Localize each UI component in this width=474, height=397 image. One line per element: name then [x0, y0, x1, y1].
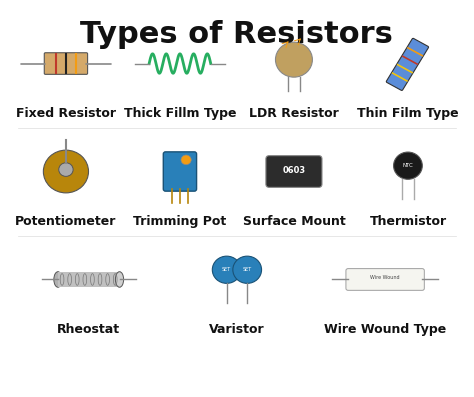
Circle shape [233, 256, 262, 283]
Text: Wire Wound: Wire Wound [370, 275, 400, 280]
Circle shape [59, 163, 73, 176]
Text: Thick Fillm Type: Thick Fillm Type [124, 107, 236, 120]
Text: Rheostat: Rheostat [57, 323, 120, 335]
Ellipse shape [54, 272, 62, 287]
Text: Types of Resistors: Types of Resistors [81, 20, 393, 49]
Text: NTC: NTC [402, 163, 413, 168]
Text: Fixed Resistor: Fixed Resistor [16, 107, 116, 120]
Text: Thermistor: Thermistor [369, 215, 447, 228]
Circle shape [393, 152, 422, 179]
FancyBboxPatch shape [346, 268, 424, 290]
Circle shape [212, 256, 241, 283]
Text: Trimming Pot: Trimming Pot [133, 215, 227, 228]
Circle shape [43, 150, 89, 193]
Circle shape [181, 155, 191, 165]
Text: Potentiometer: Potentiometer [15, 215, 117, 228]
FancyBboxPatch shape [44, 53, 88, 74]
Text: Wire Wound Type: Wire Wound Type [324, 323, 446, 335]
Ellipse shape [115, 272, 124, 287]
Text: Varistor: Varistor [209, 323, 265, 335]
Text: 0603: 0603 [283, 166, 306, 175]
Bar [58, 272, 119, 287]
Text: SET: SET [243, 267, 252, 272]
Text: SET: SET [222, 267, 231, 272]
Circle shape [275, 42, 312, 77]
FancyBboxPatch shape [386, 39, 428, 91]
FancyBboxPatch shape [163, 152, 197, 191]
Text: Thin Film Type: Thin Film Type [357, 107, 459, 120]
FancyBboxPatch shape [266, 156, 322, 187]
Text: LDR Resistor: LDR Resistor [249, 107, 339, 120]
Text: Surface Mount: Surface Mount [243, 215, 346, 228]
